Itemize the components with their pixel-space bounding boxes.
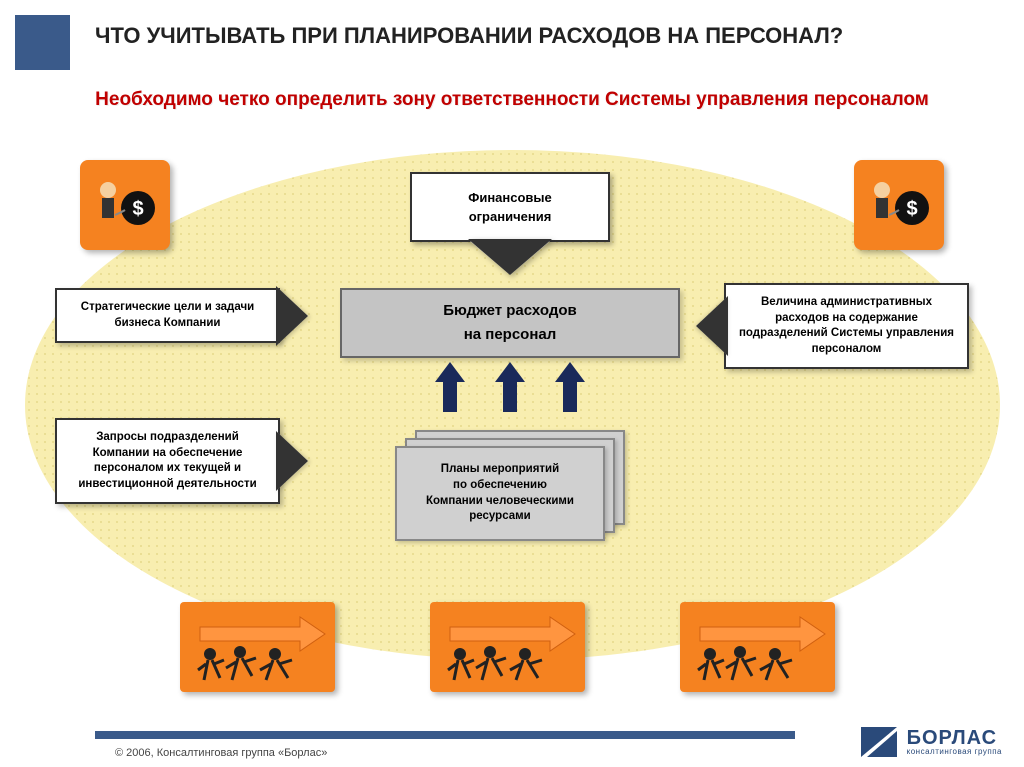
up-arrow-icon xyxy=(555,362,585,422)
budget-line2: на персонал xyxy=(464,323,557,347)
plans-line: Планы мероприятий xyxy=(441,462,559,478)
svg-text:$: $ xyxy=(906,198,917,220)
plans-line: ресурсами xyxy=(469,509,530,525)
admin-costs-arrow: Величина административных расходов на со… xyxy=(724,283,969,369)
corner-accent xyxy=(15,15,70,70)
dept-requests-arrow: Запросы подразделений Компании на обеспе… xyxy=(55,418,280,504)
arrow-head-icon xyxy=(278,288,308,344)
strategic-goals-arrow: Стратегические цели и задачи бизнеса Ком… xyxy=(55,288,280,343)
strategic-goals-text: Стратегические цели и задачи бизнеса Ком… xyxy=(55,288,280,343)
dept-requests-text: Запросы подразделений Компании на обеспе… xyxy=(55,418,280,504)
plans-stack: Планы мероприятий по обеспечению Компани… xyxy=(395,430,625,545)
plans-line: Компании человеческими xyxy=(426,494,574,510)
people-running-icon xyxy=(680,602,835,692)
up-arrows-group xyxy=(420,362,600,422)
svg-text:$: $ xyxy=(132,198,143,220)
financial-line1: Финансовые xyxy=(468,188,552,208)
people-running-icon xyxy=(430,602,585,692)
up-arrow-icon xyxy=(495,362,525,422)
debt-icon-right: $ xyxy=(854,160,944,250)
page-title: ЧТО УЧИТЫВАТЬ ПРИ ПЛАНИРОВАНИИ РАСХОДОВ … xyxy=(95,22,994,50)
debt-icon-left: $ xyxy=(80,160,170,250)
people-running-icon xyxy=(180,602,335,692)
financial-line2: ограничения xyxy=(469,207,552,227)
logo-icon xyxy=(859,725,899,759)
financial-limits-box: Финансовые ограничения xyxy=(410,172,610,242)
copyright-text: © 2006, Консалтинговая группа «Борлас» xyxy=(115,747,327,759)
budget-center-box: Бюджет расходов на персонал xyxy=(340,288,680,358)
budget-line1: Бюджет расходов xyxy=(443,299,577,323)
financial-arrow-head xyxy=(470,241,550,275)
plans-line: по обеспечению xyxy=(453,478,547,494)
logo-block: БОРЛАС консалтинговая группа xyxy=(859,725,1002,759)
arrow-head-icon xyxy=(696,298,726,354)
arrow-head-icon xyxy=(278,433,308,489)
logo-name: БОРЛАС xyxy=(907,728,1002,748)
logo-text: БОРЛАС консалтинговая группа xyxy=(907,728,1002,756)
up-arrow-icon xyxy=(435,362,465,422)
logo-subtitle: консалтинговая группа xyxy=(907,748,1002,756)
plans-card-front: Планы мероприятий по обеспечению Компани… xyxy=(395,446,605,541)
admin-costs-text: Величина административных расходов на со… xyxy=(724,283,969,369)
page-subtitle: Необходимо четко определить зону ответст… xyxy=(50,88,974,113)
footer-bar xyxy=(95,731,795,739)
